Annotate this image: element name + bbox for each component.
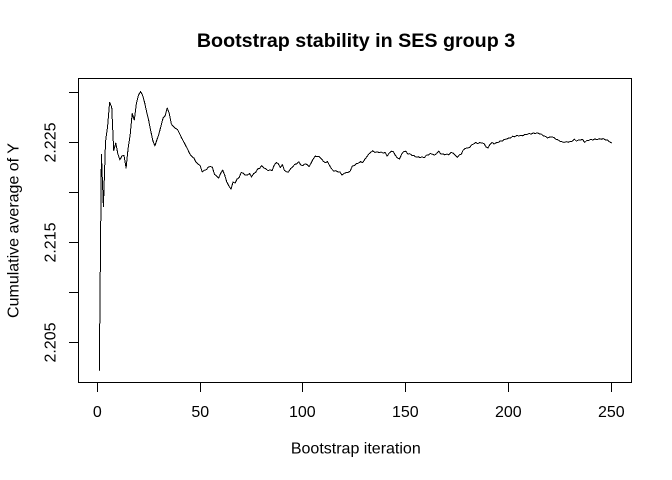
- svg-text:2.205: 2.205: [43, 322, 60, 362]
- svg-text:50: 50: [191, 404, 209, 421]
- svg-text:Bootstrap iteration: Bootstrap iteration: [291, 441, 421, 458]
- svg-text:150: 150: [392, 404, 419, 421]
- svg-text:250: 250: [598, 404, 625, 421]
- svg-text:200: 200: [495, 404, 522, 421]
- svg-text:Cumulative average of Y: Cumulative average of Y: [6, 143, 23, 318]
- svg-text:0: 0: [93, 404, 102, 421]
- svg-text:Bootstrap stability in SES gro: Bootstrap stability in SES group 3: [197, 30, 515, 52]
- svg-text:2.225: 2.225: [43, 122, 60, 162]
- svg-text:2.215: 2.215: [43, 222, 60, 262]
- svg-text:100: 100: [289, 404, 316, 421]
